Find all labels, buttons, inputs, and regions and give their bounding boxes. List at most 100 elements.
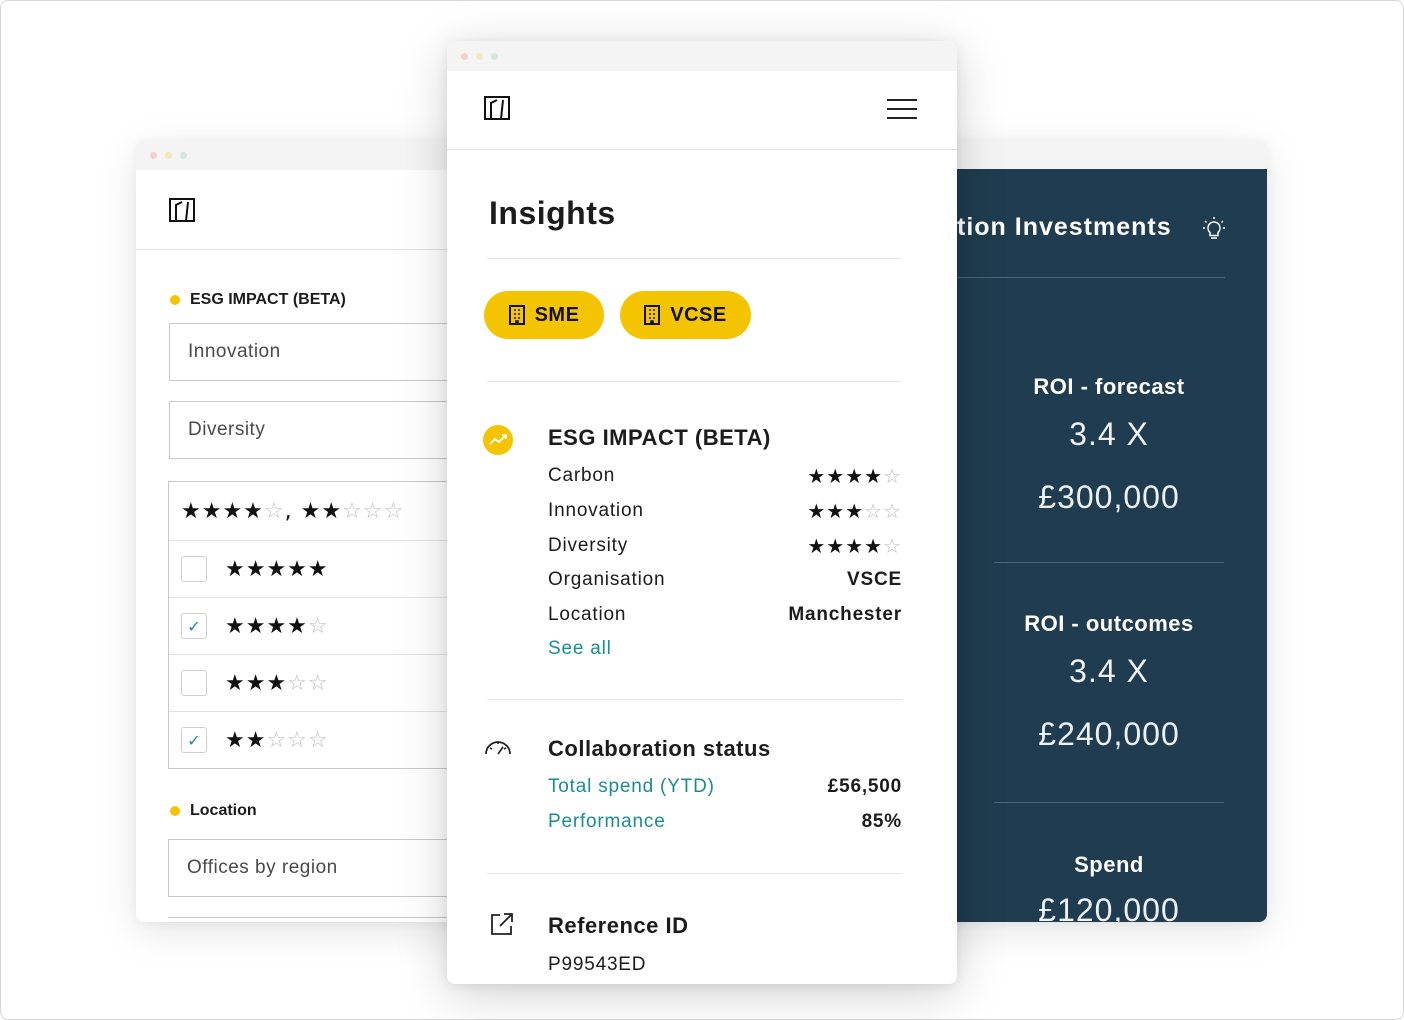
window-dot-yellow [165, 151, 172, 159]
roi-divider [994, 562, 1224, 563]
roi-outcomes-block: ROI - outcomes 3.4 X £240,000 [994, 611, 1224, 753]
divider [487, 873, 902, 874]
trend-chart-icon [483, 425, 513, 455]
total-spend-link[interactable]: Total spend (YTD) [548, 776, 715, 797]
rating-option-4[interactable]: ✓ ★★★★☆ [169, 597, 476, 654]
performance-row: Performance 85% [548, 811, 902, 833]
location-filter-label: Location [190, 802, 257, 819]
window-chrome [900, 140, 1267, 170]
window-dot-green [180, 151, 187, 159]
esg-row-value: Manchester [788, 604, 902, 625]
roi-forecast-amount: £300,000 [1038, 479, 1180, 515]
tag-sme[interactable]: SME [484, 291, 604, 339]
roi-outcomes-amount: £240,000 [1038, 716, 1180, 752]
hamburger-menu-icon[interactable] [887, 99, 917, 126]
rating-option-2[interactable]: ✓ ★★☆☆☆ [169, 711, 476, 768]
collaboration-section-title: Collaboration status [548, 736, 771, 761]
filter-panel-window: ESG IMPACT (BETA) Innovation Diversity ★… [136, 140, 476, 922]
insights-header [447, 71, 957, 150]
window-dot-red [461, 52, 468, 60]
rating-option-5[interactable]: ★★★★★ [169, 540, 476, 597]
reference-id-value: P99543ED [548, 954, 647, 975]
rating-stars: ★★★★★ [225, 556, 329, 582]
spend-label: Spend [1074, 852, 1144, 877]
spend-amount: £120,000 [1038, 892, 1180, 922]
building-icon [508, 305, 525, 325]
rating-stars: ★★★★☆ [225, 613, 329, 639]
spend-divider [994, 802, 1224, 803]
esg-row-label: Innovation [548, 500, 644, 521]
roi-outcomes-multiple: 3.4 X [1069, 653, 1149, 689]
esg-row-rating: ★★★☆☆ [807, 499, 902, 523]
esg-row-label: Carbon [548, 465, 616, 486]
divider [487, 699, 902, 700]
esg-row-rating: ★★★★☆ [807, 534, 902, 558]
roi-forecast-block: ROI - forecast 3.4 X £300,000 [994, 374, 1224, 516]
left-header [136, 170, 476, 250]
status-dot [170, 806, 180, 816]
logo-icon [169, 197, 195, 222]
total-spend-value: £56,500 [827, 776, 902, 797]
location-filter-heading: Location [170, 802, 257, 820]
diversity-select[interactable]: Diversity [169, 401, 476, 459]
title-divider [957, 277, 1225, 278]
investments-panel: tion Investments ROI - forecast 3.4 X £3… [900, 169, 1267, 922]
tag-vcse-label: VCSE [670, 303, 727, 326]
rating-summary-stars: ★★★★☆, ★★☆☆☆ [181, 498, 405, 524]
divider [487, 258, 902, 259]
esg-row-rating: ★★★★☆ [807, 464, 902, 488]
checkbox[interactable] [181, 556, 207, 582]
performance-value: 85% [861, 811, 902, 832]
esg-row-value: VSCE [847, 569, 902, 590]
roi-outcomes-label: ROI - outcomes [1024, 611, 1194, 636]
building-icon [644, 305, 661, 325]
innovation-select[interactable]: Innovation [169, 323, 476, 381]
checkbox-checked[interactable]: ✓ [181, 613, 207, 639]
diversity-select-value: Diversity [188, 419, 266, 440]
window-dot-green [491, 52, 498, 60]
gauge-icon [485, 741, 511, 755]
window-dot-yellow [476, 52, 483, 60]
check-icon: ✓ [187, 730, 201, 750]
rating-stars: ★★★☆☆ [225, 670, 329, 696]
location-select[interactable]: Offices by region [168, 839, 476, 897]
esg-row-innovation: Innovation ★★★☆☆ [548, 499, 902, 523]
rating-summary[interactable]: ★★★★☆, ★★☆☆☆ [169, 482, 476, 540]
tag-vcse[interactable]: VCSE [620, 291, 751, 339]
spend-block: Spend £120,000 [994, 852, 1224, 922]
tag-sme-label: SME [534, 303, 580, 326]
see-all-label: See all [548, 638, 612, 659]
see-all-link[interactable]: See all [548, 638, 902, 660]
divider [487, 381, 902, 382]
lightbulb-icon[interactable] [1202, 216, 1226, 242]
esg-row-label: Organisation [548, 569, 666, 590]
insights-window: Insights SME VCSE ESG IMPACT (BETA) Carb… [447, 41, 957, 984]
esg-row-label: Diversity [548, 535, 629, 556]
window-dot-red [150, 151, 157, 159]
status-dot [170, 295, 180, 305]
window-chrome [447, 41, 957, 71]
esg-row-diversity: Diversity ★★★★☆ [548, 534, 902, 558]
external-link-icon[interactable] [489, 911, 515, 937]
innovation-select-value: Innovation [188, 341, 281, 362]
check-icon: ✓ [187, 616, 201, 636]
total-spend-row: Total spend (YTD) £56,500 [548, 776, 902, 798]
performance-link[interactable]: Performance [548, 811, 666, 832]
investments-window: tion Investments ROI - forecast 3.4 X £3… [900, 140, 1267, 922]
rating-option-3[interactable]: ★★★☆☆ [169, 654, 476, 711]
investments-title: tion Investments [957, 213, 1172, 241]
location-select-value: Offices by region [187, 857, 338, 878]
esg-row-carbon: Carbon ★★★★☆ [548, 464, 902, 488]
next-field-edge [168, 917, 476, 918]
esg-section-title: ESG IMPACT (BETA) [548, 425, 771, 450]
roi-forecast-multiple: 3.4 X [1069, 416, 1149, 452]
esg-row-location: Location Manchester [548, 604, 902, 626]
checkbox[interactable] [181, 670, 207, 696]
rating-stars: ★★☆☆☆ [225, 727, 329, 753]
esg-filter-label: ESG IMPACT (BETA) [190, 291, 346, 308]
logo-icon[interactable] [483, 94, 511, 122]
esg-filter-heading: ESG IMPACT (BETA) [170, 291, 346, 309]
checkbox-checked[interactable]: ✓ [181, 727, 207, 753]
window-chrome [136, 140, 476, 170]
esg-row-label: Location [548, 604, 627, 625]
